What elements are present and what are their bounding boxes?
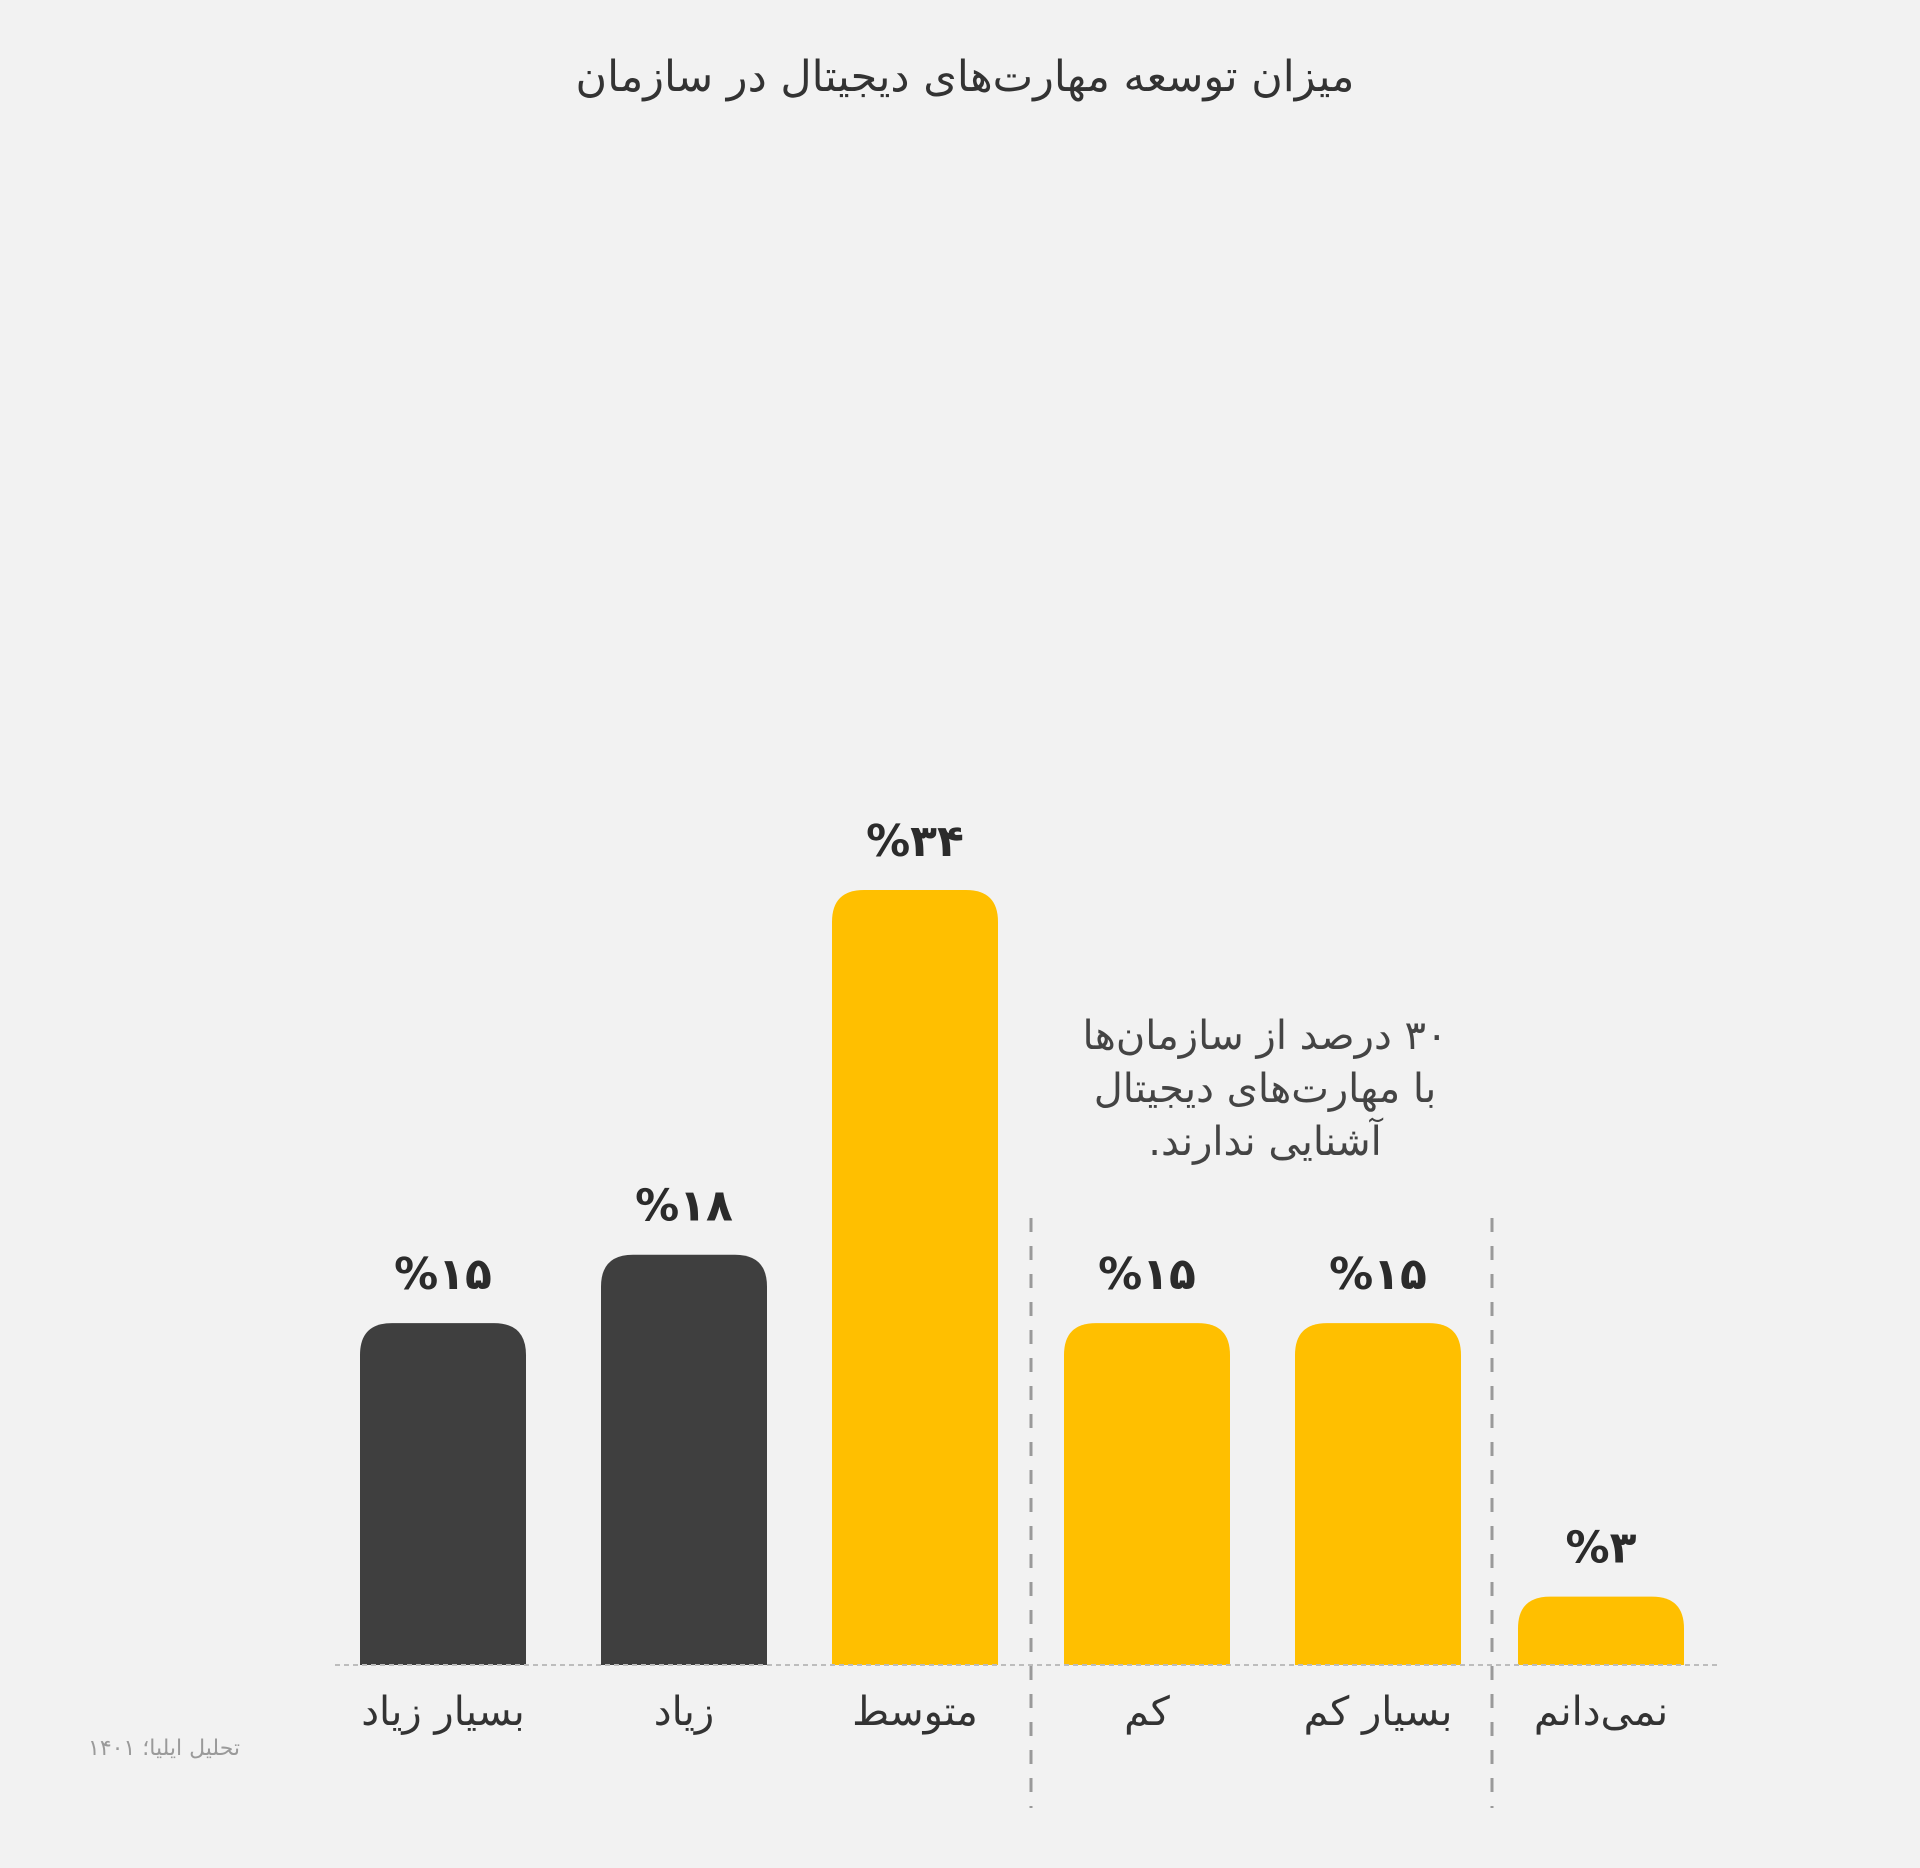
chart-title: میزان توسعه مهارت‌های دیجیتال در سازمان [575, 52, 1355, 102]
value-label-4: %۱۵ [1098, 1249, 1196, 1300]
labels-group: %۱۵ بسیار زیاد %۱۸ زیاد %۳۴ متوسط %۱۵ کم %۱۵ بسیا… [361, 816, 1668, 1735]
bar-2 [601, 1254, 767, 1665]
category-label-1: بسیار زیاد [361, 1689, 525, 1735]
value-label-3: %۳۴ [866, 816, 964, 867]
bar-4 [1064, 1323, 1230, 1665]
annotation-line-3: آشنایی ندارند. [1148, 1119, 1382, 1165]
annotation-note: ۳۰ درصد از سازمان‌ها با مهارت‌های دیجیتا… [1030, 1010, 1500, 1169]
category-label-3: متوسط [852, 1689, 978, 1735]
bar-1 [360, 1323, 526, 1665]
category-label-4: کم [1124, 1689, 1171, 1735]
source-note: تحلیل ایلیا؛ ۱۴۰۱ [88, 1736, 241, 1761]
bars-group [360, 890, 1684, 1665]
value-label-2: %۱۸ [635, 1181, 733, 1232]
category-label-2: زیاد [654, 1689, 714, 1735]
value-label-6: %۳ [1566, 1523, 1637, 1574]
value-label-1: %۱۵ [394, 1249, 492, 1300]
category-label-5: بسیار کم [1304, 1689, 1453, 1735]
annotation-line-2: با مهارت‌های دیجیتال [1093, 1066, 1437, 1112]
annotation-line-1: ۳۰ درصد از سازمان‌ها [1082, 1013, 1448, 1059]
bar-5 [1295, 1323, 1461, 1665]
bar-3 [832, 890, 998, 1665]
category-label-6: نمی‌دانم [1534, 1689, 1668, 1735]
bar-6 [1518, 1596, 1684, 1665]
value-label-5: %۱۵ [1329, 1249, 1427, 1300]
